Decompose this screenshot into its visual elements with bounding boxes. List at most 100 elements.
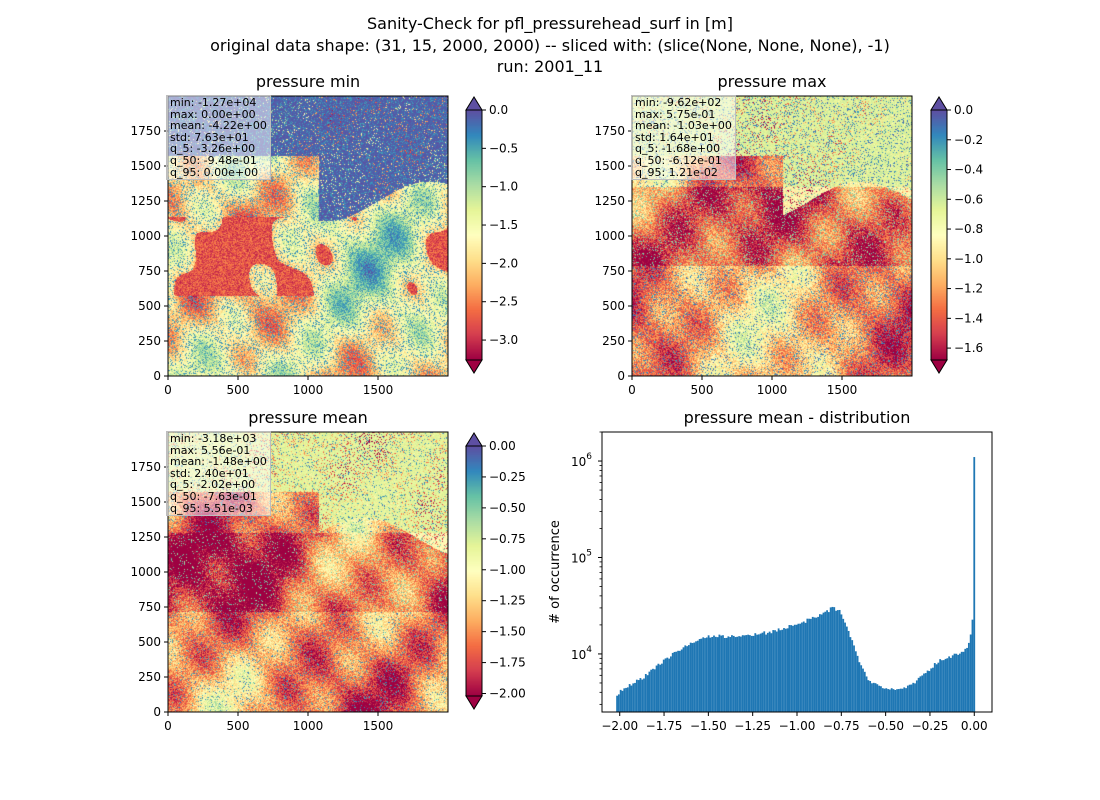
colorbar-tick-label: −2.00 [489, 687, 526, 701]
histogram-bar [689, 642, 692, 712]
panel-title-pressure-max: pressure max [717, 72, 827, 91]
histogram-bar [876, 684, 879, 712]
histogram-bar [966, 647, 968, 712]
x-tick-label: 1000 [293, 383, 324, 397]
colorbar-outline [465, 109, 483, 361]
stat-line: mean: -1.03e+00 [635, 119, 732, 133]
histogram-bar [829, 607, 832, 712]
histogram-bar [802, 621, 805, 712]
stat-line: max: 5.56e-01 [170, 443, 251, 457]
histogram-bar [835, 610, 837, 712]
histogram-bar [759, 633, 762, 712]
histogram-bar [915, 680, 918, 712]
histogram-bar [883, 688, 886, 712]
histogram-bar [826, 610, 828, 712]
stat-line: q_5: -2.02e+00 [170, 478, 256, 492]
histogram-y-tick-label: 104 [571, 645, 592, 662]
histogram-bar [632, 683, 635, 712]
y-tick-label: 1250 [594, 194, 625, 208]
histogram-bar [831, 606, 834, 712]
histogram-bar [781, 629, 784, 712]
histogram-bar [788, 625, 791, 712]
y-tick-label: 750 [138, 600, 161, 614]
histogram-bar [775, 631, 778, 712]
histogram-x-tick-label: −0.75 [823, 719, 860, 733]
stat-line: mean: -1.48e+00 [170, 455, 267, 469]
colorbar-tick-label: −1.25 [489, 594, 526, 608]
histogram-bar [731, 635, 733, 712]
colorbar-tick-label: −1.0 [954, 252, 983, 266]
histogram-bar [779, 630, 782, 712]
histogram-bar [702, 637, 705, 712]
histogram-bar [885, 688, 888, 712]
histogram-bar [801, 622, 803, 712]
histogram-bar [707, 635, 710, 712]
histogram-bar [675, 651, 678, 712]
histogram-bar [862, 668, 864, 712]
histogram-bar [942, 660, 945, 712]
colorbar-tick-label: −0.6 [954, 192, 983, 206]
histogram-bar [948, 656, 951, 712]
histogram-bar [851, 640, 854, 712]
colorbar-gradient-pressure-min [466, 110, 482, 360]
histogram-bar [738, 636, 741, 712]
histogram-bar [811, 616, 814, 712]
stat-line: q_50: -6.12e-01 [635, 153, 722, 167]
stat-line: q_5: -1.68e+00 [635, 142, 721, 156]
histogram-bar [955, 653, 958, 712]
histogram-bar [896, 689, 898, 712]
histogram-bar [874, 683, 877, 712]
histogram-bar [919, 676, 922, 712]
histogram-bar [646, 675, 649, 712]
histogram-bar [869, 680, 872, 712]
histogram-bar [842, 618, 845, 712]
histogram-bar [953, 653, 956, 712]
x-tick-label: 1500 [363, 719, 394, 733]
histogram-bar [887, 689, 890, 712]
histogram-bar [639, 678, 642, 712]
histogram-bar [847, 630, 850, 712]
histogram-bar [853, 645, 855, 712]
histogram-bar [813, 617, 816, 712]
histogram-bar [867, 680, 870, 712]
histogram-bar [817, 616, 820, 712]
stat-line: q_50: -7.63e-01 [170, 489, 257, 503]
histogram-bar [732, 635, 735, 712]
histogram-bar [838, 609, 841, 712]
histogram-bar [795, 624, 798, 712]
histogram-bar [747, 634, 750, 712]
y-tick-label: 1750 [130, 124, 161, 138]
histogram-bar [969, 634, 972, 712]
histogram-x-tick-label: −1.50 [690, 719, 727, 733]
colorbar-tick-label: −2.5 [489, 295, 518, 309]
histogram-bar [872, 682, 875, 712]
y-tick-exponent: 6 [586, 452, 592, 462]
histogram-bar [957, 654, 960, 712]
histogram-bar [650, 669, 653, 712]
histogram-bar [714, 636, 717, 712]
colorbar-tick-label: 0.0 [489, 103, 508, 117]
histogram-bar [810, 618, 812, 712]
histogram-bar [849, 637, 852, 712]
colorbar-tick-label: −1.0 [489, 180, 518, 194]
stat-line: q_50: -9.48e-01 [170, 153, 257, 167]
histogram-bar [619, 689, 622, 712]
histogram-bar [772, 630, 775, 712]
histogram-bar [752, 635, 755, 712]
histogram-bar [921, 675, 924, 712]
histogram-bar [671, 652, 674, 712]
histogram-bar [905, 688, 907, 712]
histogram-bar [804, 622, 807, 712]
x-tick-label: 500 [227, 719, 250, 733]
histogram-bar [756, 634, 758, 712]
y-tick-label: 250 [602, 334, 625, 348]
histogram-bar [741, 635, 744, 712]
y-tick-label: 1750 [594, 124, 625, 138]
histogram-bar [799, 623, 802, 712]
histogram-bar [716, 637, 719, 712]
stats-box-pressure-min: min: -1.27e+04 max: 0.00e+00 mean: -4.22e+… [166, 95, 271, 181]
histogram-bar [935, 664, 938, 712]
histogram-bar [962, 651, 965, 712]
y-tick-label: 1250 [130, 194, 161, 208]
histogram-bar [906, 685, 909, 712]
